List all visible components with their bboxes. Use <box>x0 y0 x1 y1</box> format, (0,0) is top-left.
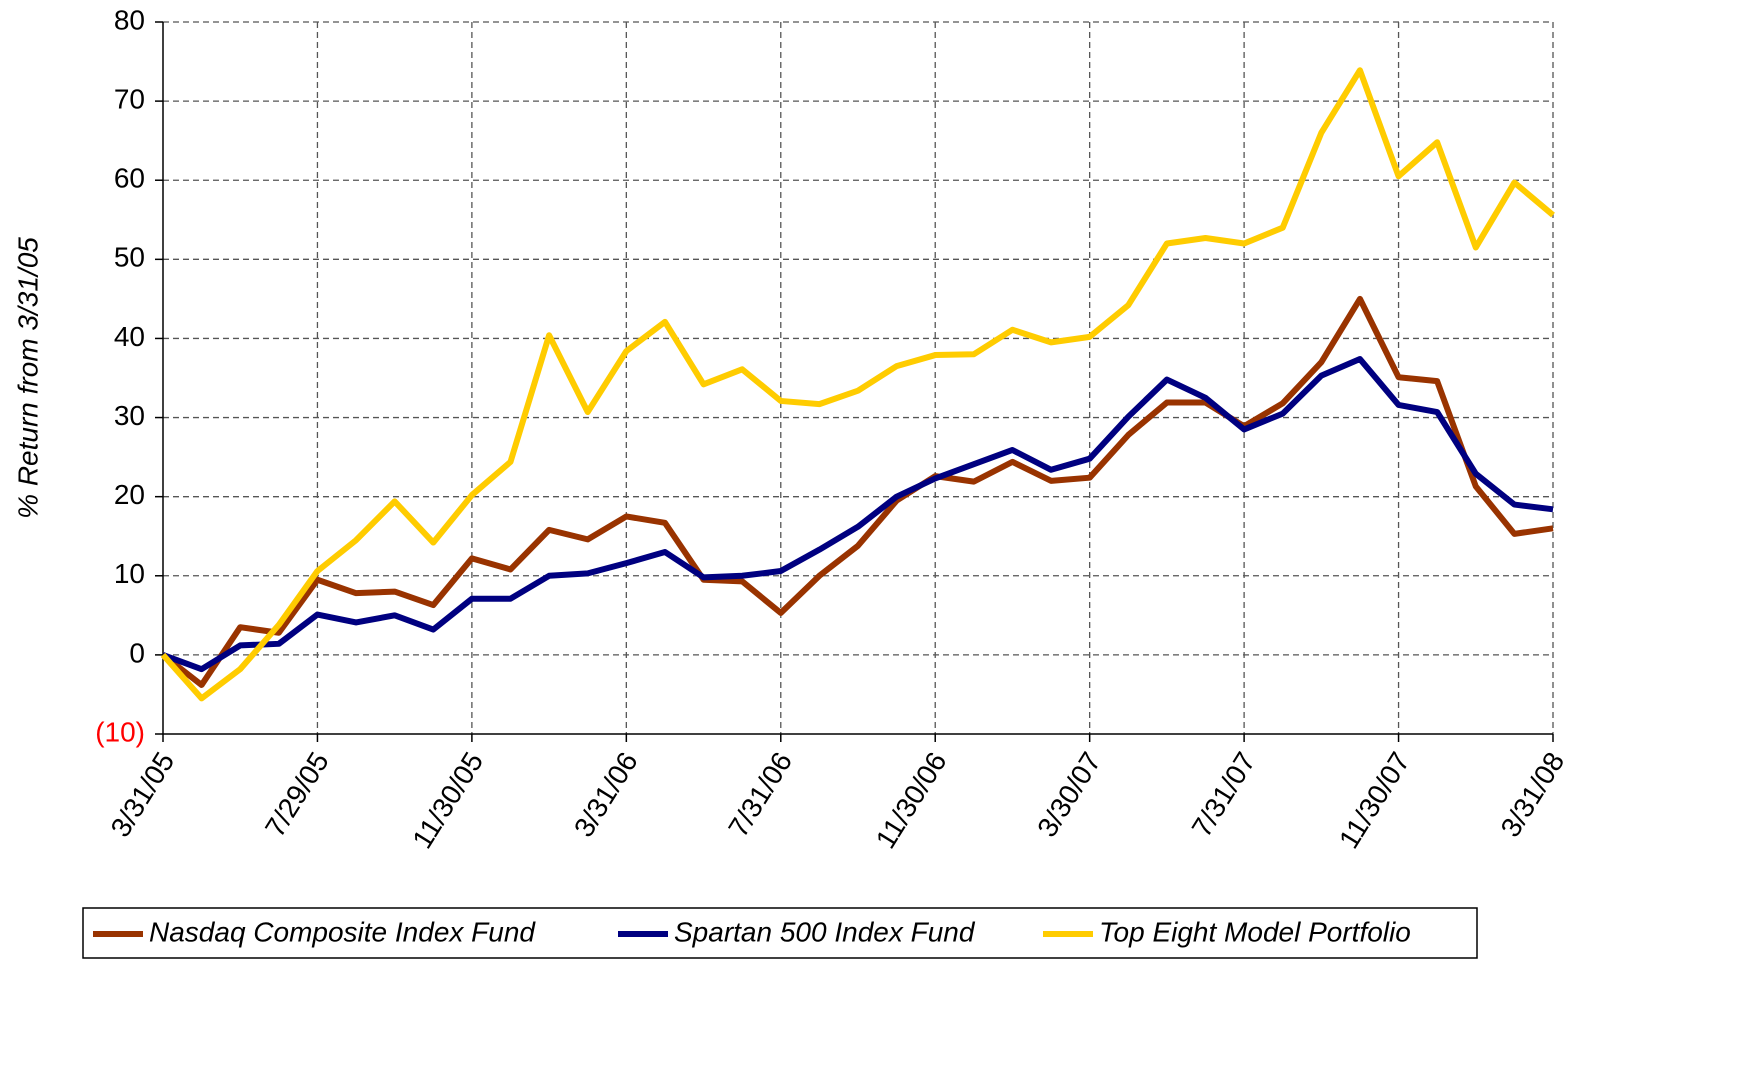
y-tick-label: 80 <box>114 4 145 35</box>
x-tick-label: 7/31/07 <box>1186 747 1262 843</box>
series-line <box>161 356 1554 673</box>
legend-label: Spartan 500 Index Fund <box>674 916 976 947</box>
y-tick-label: 10 <box>114 558 145 589</box>
x-tick-label: 3/30/07 <box>1031 747 1107 843</box>
y-tick-label: 70 <box>114 84 145 115</box>
legend-label: Top Eight Model Portfolio <box>1099 916 1411 947</box>
y-tick-label: 0 <box>129 637 145 668</box>
y-tick-label: 40 <box>114 321 145 352</box>
x-tick-label: 7/29/05 <box>259 747 335 843</box>
legend-label: Nasdaq Composite Index Fund <box>149 916 536 947</box>
y-tick-label: (10) <box>95 716 145 747</box>
x-tick-label: 11/30/07 <box>1333 747 1416 854</box>
x-tick-label: 7/31/06 <box>722 747 798 843</box>
y-tick-label: 50 <box>114 242 145 273</box>
x-tick-label: 11/30/06 <box>870 747 953 854</box>
x-tick-label: 3/31/05 <box>105 747 181 843</box>
x-tick-label: 11/30/05 <box>406 747 489 854</box>
y-tick-label: 30 <box>114 400 145 431</box>
series-line <box>160 67 1555 702</box>
x-tick-label: 3/31/06 <box>568 747 644 843</box>
y-tick-label: 20 <box>114 479 145 510</box>
y-axis-label: % Return from 3/31/05 <box>12 237 43 519</box>
y-tick-label: 60 <box>114 163 145 194</box>
series-line <box>161 295 1554 688</box>
x-tick-label: 3/31/08 <box>1495 747 1571 843</box>
legend-box <box>82 907 1478 959</box>
